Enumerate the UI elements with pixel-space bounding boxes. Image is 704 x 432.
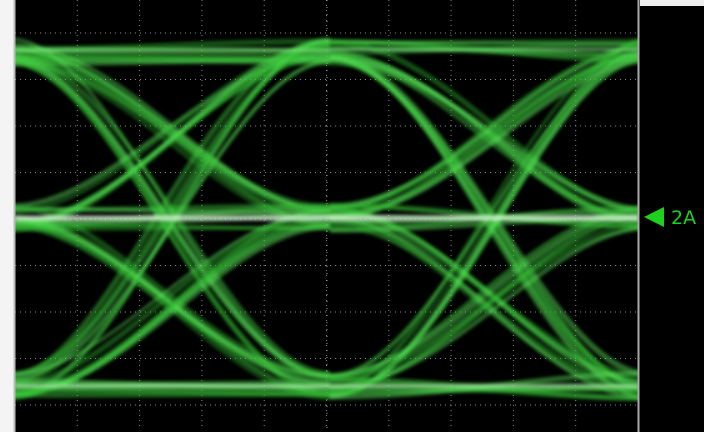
trace xyxy=(10,391,330,393)
trace xyxy=(330,42,650,44)
scope-screen: 2A xyxy=(0,0,704,432)
page: 2A (() => { const data = JSON.parse(docu… xyxy=(0,0,704,432)
channel-label: 2A xyxy=(671,207,696,229)
left-margin xyxy=(0,0,14,432)
top-right-margin xyxy=(640,0,704,6)
